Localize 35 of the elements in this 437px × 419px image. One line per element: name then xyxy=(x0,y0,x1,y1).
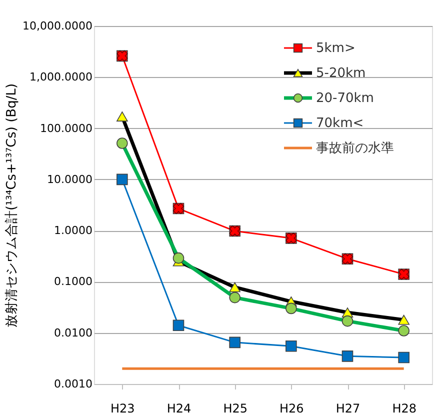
legend-label: 20-70km xyxy=(316,91,374,106)
x-tick-label: H28 xyxy=(392,402,416,416)
legend-label: 5km> xyxy=(316,41,356,56)
y-tick-label: 10,000.0000 xyxy=(22,20,92,32)
y-tick-label: 0.0100 xyxy=(54,326,92,340)
y-tick-label: 100.0000 xyxy=(40,122,92,135)
point xyxy=(229,292,240,304)
y-axis-title: 放射清セシウム合計(¹³⁴Cs+¹³⁷Cs) (Bq/L) xyxy=(4,83,20,328)
point xyxy=(229,282,240,292)
point xyxy=(342,350,354,362)
y-tick-label: 10.0000 xyxy=(47,172,92,186)
point xyxy=(286,340,297,352)
y-tick-label: 1,000.0000 xyxy=(30,70,92,84)
point xyxy=(229,336,240,348)
point xyxy=(398,314,410,325)
x-tick-label: H26 xyxy=(280,402,304,416)
point xyxy=(286,302,297,314)
point xyxy=(172,320,184,332)
point xyxy=(116,174,128,186)
x-tick-label: H24 xyxy=(166,402,192,416)
y-tick-label: 0.0010 xyxy=(54,378,92,390)
legend-label: 70km< xyxy=(316,116,364,131)
point xyxy=(116,112,128,122)
point xyxy=(172,252,184,264)
legend-label: 事故前の水準 xyxy=(316,141,394,156)
point xyxy=(398,325,410,336)
legend-label: 5-20km xyxy=(316,66,366,81)
x-tick-label: H25 xyxy=(223,402,248,416)
y-tick-label: 0.1000 xyxy=(54,275,92,288)
point xyxy=(398,352,410,364)
x-tick-label: H23 xyxy=(110,402,135,416)
y-tick-label: 1.0000 xyxy=(54,224,92,238)
x-tick-label: H27 xyxy=(336,402,360,416)
point xyxy=(116,138,128,149)
point xyxy=(342,315,354,327)
